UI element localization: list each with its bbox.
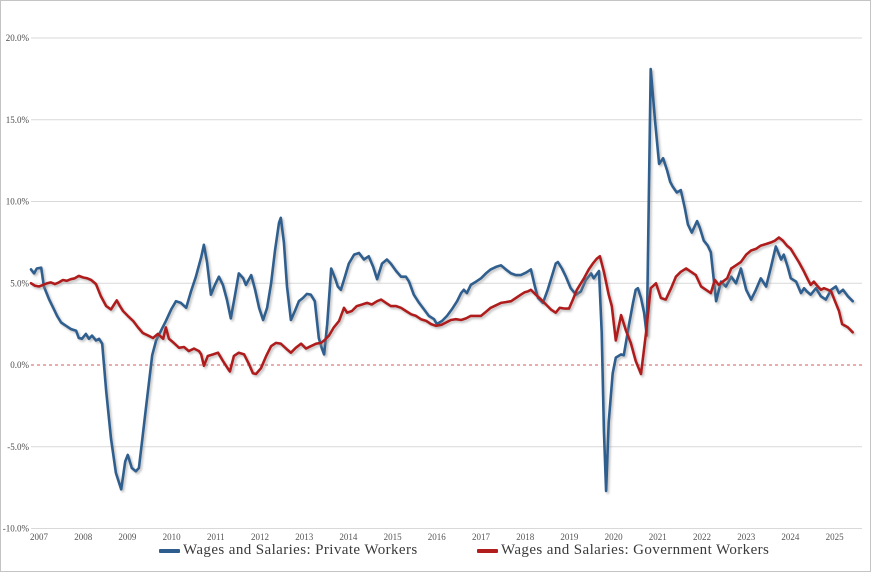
x-year-label: 2017 [472, 532, 491, 542]
x-year-label: 2021 [649, 532, 667, 542]
y-axis-labels: 20.0% 15.0% 10.0% 5.0% 0.0% -5.0% -10.0% [3, 33, 30, 534]
x-year-label: 2018 [516, 532, 535, 542]
y-tick-label: 5.0% [10, 278, 29, 288]
x-year-label: 2019 [560, 532, 579, 542]
x-year-label: 2008 [74, 532, 93, 542]
government-workers-line [29, 236, 854, 376]
x-year-label: 2010 [163, 532, 182, 542]
gridlines [31, 37, 862, 529]
x-year-label: 2012 [251, 532, 269, 542]
x-axis-labels: 2007 2008 2009 2010 2011 2012 2013 2014 2015 2016… [30, 532, 844, 542]
x-year-label: 2025 [826, 532, 845, 542]
series-lines [29, 67, 854, 493]
x-year-label: 2023 [737, 532, 756, 542]
x-year-label: 2022 [693, 532, 711, 542]
x-year-label: 2024 [781, 532, 800, 542]
x-year-label: 2009 [118, 532, 137, 542]
y-tick-label: 10.0% [6, 197, 30, 207]
private-workers-line [29, 67, 854, 493]
x-year-label: 2016 [428, 532, 447, 542]
x-year-label: 2011 [207, 532, 225, 542]
y-tick-label: 15.0% [6, 115, 30, 125]
x-year-label: 2007 [30, 532, 49, 542]
x-year-label: 2020 [605, 532, 624, 542]
x-year-label: 2014 [339, 532, 358, 542]
y-tick-label: 20.0% [6, 33, 30, 43]
y-tick-label: 0.0% [10, 360, 29, 370]
y-tick-label: -10.0% [3, 524, 30, 534]
x-year-label: 2013 [295, 532, 314, 542]
x-year-label: 2015 [384, 532, 403, 542]
y-tick-label: -5.0% [7, 442, 29, 452]
